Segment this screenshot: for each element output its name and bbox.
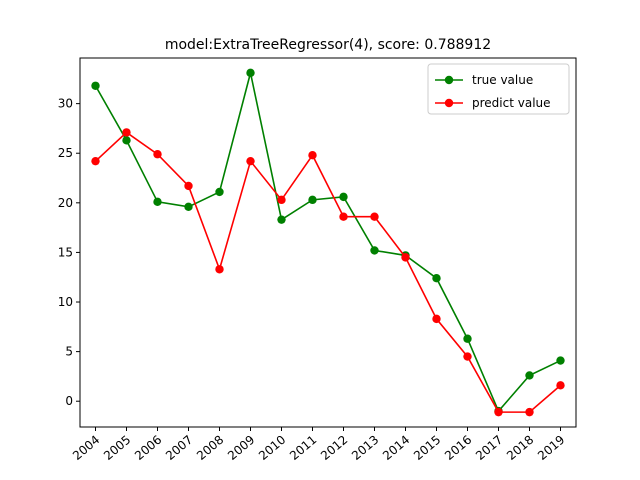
- x-tick-label: 2018: [504, 433, 536, 463]
- data-point: [122, 128, 131, 137]
- data-point: [370, 212, 379, 221]
- x-tick-label: 2012: [318, 433, 350, 463]
- data-point: [184, 181, 193, 191]
- x-tick-label: 2019: [535, 433, 567, 463]
- data-point: [277, 195, 286, 205]
- data-point: [91, 156, 100, 166]
- data-point: [556, 356, 565, 365]
- y-tick-label: 0: [65, 394, 73, 408]
- y-tick-label: 30: [58, 97, 73, 111]
- x-tick-label: 2010: [256, 433, 288, 463]
- x-tick-label: 2014: [380, 433, 412, 463]
- x-tick-label: 2013: [349, 433, 381, 463]
- data-point: [525, 407, 534, 417]
- x-tick-label: 2011: [287, 433, 319, 463]
- y-tick-label: 25: [58, 146, 73, 160]
- data-point: [401, 253, 410, 262]
- data-point: [153, 197, 162, 207]
- series-predict-value: [91, 128, 565, 417]
- x-tick-label: 2006: [132, 433, 164, 463]
- data-point: [556, 381, 565, 390]
- data-point: [215, 265, 224, 274]
- data-point: [308, 151, 317, 160]
- legend-marker: [444, 98, 454, 108]
- x-tick-label: 2005: [101, 433, 133, 463]
- data-point: [246, 68, 255, 78]
- x-tick-label: 2007: [163, 433, 195, 463]
- data-point: [153, 150, 162, 159]
- chart-title: model:ExtraTreeRegressor(4), score: 0.78…: [165, 37, 491, 53]
- legend-label: predict value: [472, 96, 551, 110]
- data-point: [370, 246, 379, 255]
- legend-frame: [427, 63, 570, 115]
- data-point: [122, 136, 131, 145]
- series-layer: [91, 68, 565, 417]
- data-point: [432, 314, 441, 324]
- legend-item: predict value: [435, 96, 551, 110]
- x-tick-label: 2004: [70, 433, 102, 463]
- x-tick-label: 2008: [194, 433, 226, 463]
- x-tick-label: 2017: [473, 433, 505, 463]
- y-axis: 0 5 10 15 20 25 30: [58, 97, 80, 408]
- series-line: [94, 131, 562, 413]
- data-point: [277, 215, 286, 224]
- data-point: [246, 156, 255, 166]
- data-point: [184, 202, 193, 211]
- data-point: [339, 192, 348, 202]
- legend-item: true value: [435, 73, 533, 87]
- series-line: [94, 72, 561, 413]
- data-point: [308, 195, 317, 205]
- data-point: [339, 212, 348, 221]
- y-tick-label: 10: [58, 295, 73, 309]
- x-tick-label: 2009: [225, 433, 257, 463]
- data-point: [463, 352, 472, 361]
- data-point: [494, 407, 503, 417]
- data-point: [91, 81, 100, 90]
- y-tick-label: 20: [58, 196, 73, 210]
- legend-label: true value: [472, 73, 533, 87]
- x-axis: 2004200520062007200820092010201120122013…: [70, 427, 567, 463]
- data-point: [432, 274, 441, 283]
- y-tick-label: 15: [58, 245, 73, 259]
- x-tick-label: 2016: [442, 433, 474, 463]
- legend-marker: [444, 75, 454, 85]
- data-point: [463, 334, 472, 343]
- data-point: [215, 187, 224, 197]
- plot-background: [80, 58, 576, 427]
- x-tick-label: 2015: [411, 433, 443, 463]
- plot-frame: [79, 57, 577, 428]
- legend: true value predict value: [427, 63, 570, 115]
- data-point: [525, 371, 534, 380]
- y-tick-label: 5: [65, 345, 73, 359]
